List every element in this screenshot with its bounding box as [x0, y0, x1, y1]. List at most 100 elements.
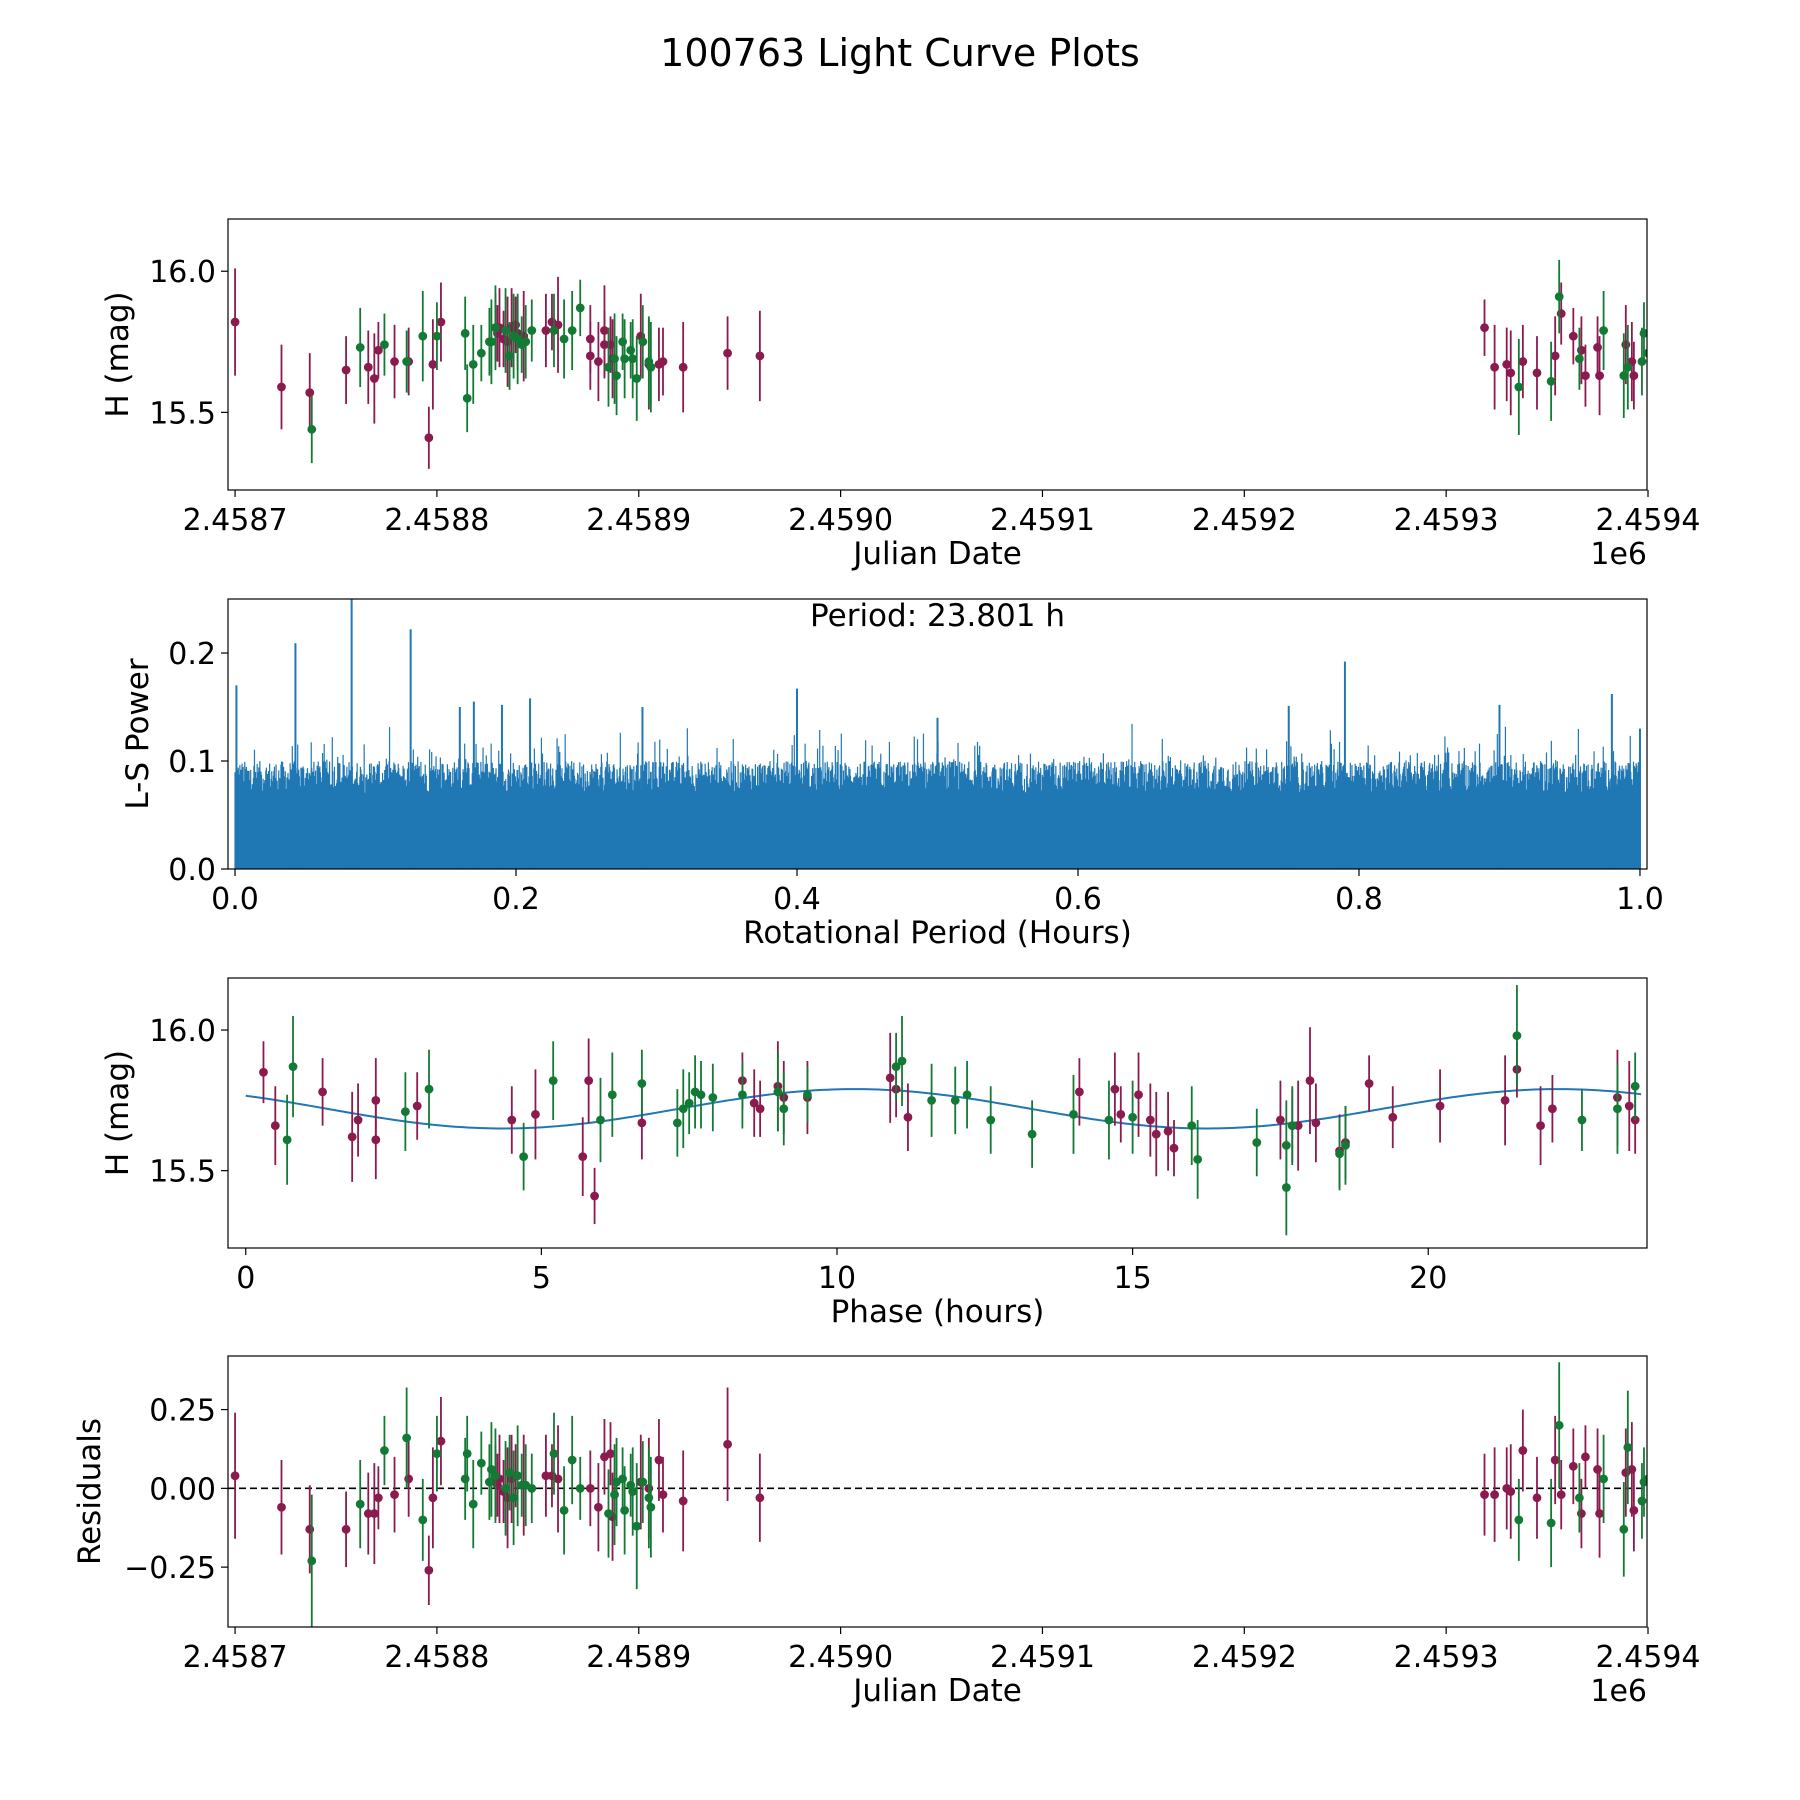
- folded-x-tick-label: 15: [1114, 1261, 1152, 1296]
- residuals-point: [1480, 1490, 1489, 1500]
- raw-point: [1546, 376, 1556, 386]
- raw-point: [341, 365, 351, 375]
- residuals-point: [628, 1487, 638, 1496]
- folded-point: [1110, 1084, 1120, 1094]
- folded-y-tick-label: 15.5: [149, 1155, 216, 1190]
- folded-point: [779, 1104, 789, 1114]
- folded-x-tick-label: 10: [818, 1261, 856, 1296]
- raw-point: [491, 323, 500, 333]
- raw-point: [1532, 368, 1542, 378]
- periodogram-x-tick-label: 0.4: [773, 882, 821, 917]
- folded-point: [578, 1152, 588, 1161]
- residuals-point: [1576, 1509, 1586, 1518]
- folded-point: [1577, 1115, 1587, 1125]
- folded-point: [962, 1090, 972, 1100]
- folded-point: [891, 1062, 901, 1071]
- raw-marks: [230, 259, 1647, 469]
- folded-point: [885, 1073, 895, 1083]
- folded-point: [986, 1115, 996, 1125]
- folded-point: [1548, 1104, 1557, 1114]
- residuals-point: [1490, 1490, 1500, 1500]
- periodogram-y-tick-label: 0.1: [168, 745, 216, 780]
- raw-y-tick-label: 16.0: [149, 255, 216, 290]
- raw-point: [501, 326, 510, 335]
- residuals-y-tick-label: 0.00: [149, 1472, 216, 1507]
- raw-point: [1514, 382, 1524, 392]
- residual-x-offset-label: 1e6: [1590, 1674, 1647, 1709]
- folded-point: [1104, 1115, 1114, 1125]
- panel-raw-light-curve: 2.4587 2.4588 2.4589 2.4590 2.4591 2.4592 2.45…: [100, 218, 1701, 572]
- raw-point: [626, 345, 636, 355]
- folded-axes-frame: [227, 977, 1648, 1249]
- residuals-point: [476, 1458, 486, 1468]
- raw-point: [1518, 357, 1528, 366]
- raw-y-tick-label: 15.5: [149, 396, 216, 431]
- raw-point: [1506, 368, 1516, 378]
- residuals-point: [404, 1474, 414, 1484]
- residuals-point: [373, 1493, 383, 1503]
- folded-point: [1128, 1112, 1138, 1122]
- residuals-point: [527, 1483, 537, 1493]
- folded-point: [531, 1110, 540, 1119]
- residuals-point: [468, 1499, 478, 1509]
- folded-x-axis-label: Phase (hours): [831, 1294, 1045, 1330]
- residuals-point: [501, 1483, 510, 1493]
- residuals-x-tick-label: 2.4588: [384, 1640, 489, 1675]
- raw-point: [424, 433, 434, 443]
- residuals-point: [1574, 1493, 1584, 1503]
- residuals-point: [1595, 1509, 1604, 1518]
- raw-point: [618, 337, 628, 347]
- residuals-point: [1532, 1493, 1542, 1503]
- folded-point: [1169, 1143, 1179, 1153]
- raw-point: [390, 357, 399, 366]
- raw-point: [436, 317, 446, 327]
- folded-point: [412, 1101, 422, 1111]
- periodogram-x-tick-label: 0.8: [1335, 882, 1383, 917]
- raw-x-tick-label: 2.4591: [990, 503, 1095, 538]
- residuals-x-tick-label: 2.4593: [1394, 1640, 1499, 1675]
- raw-point: [1480, 323, 1489, 333]
- raw-point: [755, 351, 765, 361]
- residuals-point: [567, 1455, 577, 1465]
- residuals-point: [593, 1502, 603, 1512]
- raw-x-tick-label: 2.4587: [183, 503, 288, 538]
- residuals-point: [755, 1493, 765, 1503]
- raw-point: [612, 371, 621, 381]
- residuals-point: [418, 1515, 428, 1525]
- raw-point: [632, 374, 642, 383]
- raw-point: [1629, 371, 1639, 381]
- periodogram-y-ticks: 0.0 0.1 0.2: [168, 637, 228, 888]
- raw-point: [678, 362, 688, 372]
- folded-point: [584, 1076, 594, 1086]
- folded-y-tick-label: 16.0: [149, 1014, 216, 1049]
- residuals-point: [509, 1493, 519, 1503]
- folded-point: [1281, 1183, 1291, 1192]
- periodogram-marks: [234, 599, 1641, 869]
- folded-point: [1335, 1149, 1344, 1159]
- folded-point: [1145, 1115, 1155, 1125]
- residuals-x-tick-label: 2.4587: [183, 1640, 288, 1675]
- folded-point: [270, 1121, 280, 1131]
- residuals-y-tick-label: 0.25: [149, 1394, 216, 1429]
- raw-point: [402, 357, 412, 366]
- folded-x-tick-label: 0: [236, 1261, 255, 1296]
- folded-data-layer: [245, 985, 1642, 1236]
- periodogram-x-tick-label: 0.2: [492, 882, 540, 917]
- folded-point: [637, 1079, 647, 1088]
- raw-point: [1574, 354, 1584, 364]
- folded-point: [1193, 1155, 1203, 1164]
- raw-point: [620, 354, 630, 364]
- raw-point: [369, 374, 379, 383]
- folded-point: [637, 1118, 647, 1128]
- folded-point: [737, 1090, 747, 1100]
- raw-x-tick-label: 2.4592: [1192, 503, 1297, 538]
- folded-point: [903, 1112, 913, 1122]
- raw-point: [418, 331, 428, 341]
- folded-point: [1305, 1076, 1315, 1086]
- raw-point: [604, 362, 613, 372]
- residuals-point: [230, 1471, 240, 1481]
- panel-periodogram: 0.0 0.2 0.4 0.6 0.8 1.0 0.0 0.1 0.2 Rotational …: [120, 598, 1664, 951]
- folded-point: [927, 1095, 936, 1105]
- folded-point: [1630, 1081, 1640, 1091]
- raw-point: [1593, 343, 1602, 352]
